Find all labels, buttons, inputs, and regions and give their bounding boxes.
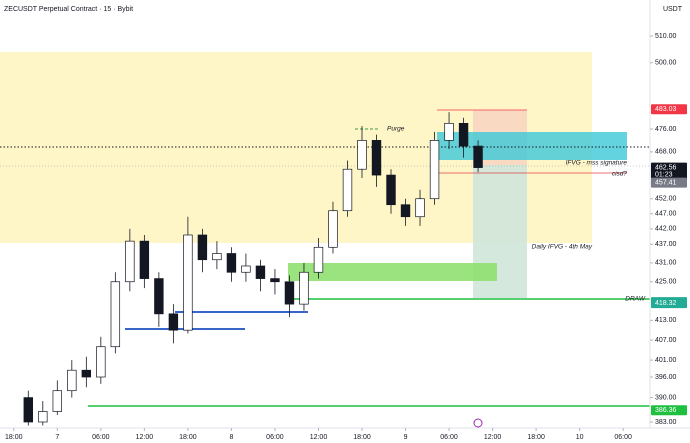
- price-label-bg: [651, 177, 687, 188]
- y-tick-label: 431.00: [655, 260, 677, 267]
- annotation: cisd?: [612, 171, 628, 178]
- price-label-bg: [651, 405, 687, 416]
- candle-body: [458, 122, 469, 147]
- x-tick-label: 06:00: [440, 434, 458, 441]
- event-icon[interactable]: [473, 418, 483, 428]
- drawings: [0, 52, 650, 407]
- y-tick-label: 407.00: [655, 337, 677, 344]
- y-tick-label: 425.00: [655, 279, 677, 286]
- candle-body: [342, 168, 353, 212]
- candle-body: [183, 234, 193, 331]
- currency: USDT: [663, 6, 683, 13]
- y-tick-label: 442.00: [655, 226, 677, 233]
- candle-body: [255, 265, 266, 279]
- candle-body: [313, 246, 324, 273]
- y-tick-label: 452.00: [655, 196, 677, 203]
- candles: [23, 112, 483, 426]
- candle-body: [270, 278, 280, 283]
- x-tick-label: 8: [229, 434, 233, 441]
- candle-body: [52, 390, 63, 412]
- y-tick-label: 476.00: [655, 126, 677, 133]
- x-tick-label: 12:00: [136, 434, 154, 441]
- candle-body: [110, 281, 121, 348]
- annotation: Purge: [387, 126, 405, 133]
- price-label: 462.56: [655, 164, 677, 171]
- chart-title: ZECUSDT Perpetual Contract · 15 · Bybit: [4, 6, 133, 13]
- candle-body: [415, 198, 425, 218]
- candle-body: [154, 278, 164, 315]
- y-tick-label: 447.00: [655, 211, 677, 218]
- y-tick-label: 437.00: [655, 241, 677, 248]
- x-tick-label: 06:00: [266, 434, 284, 441]
- candle-body: [125, 240, 135, 283]
- y-tick-label: 510.00: [655, 33, 677, 40]
- price-label-bg: [651, 162, 687, 180]
- x-tick-label: 12:00: [484, 434, 502, 441]
- annotation: DRAW: [625, 296, 646, 303]
- y-tick-label: 383.00: [655, 419, 677, 426]
- candle-body: [241, 265, 251, 273]
- candle-body: [212, 253, 222, 261]
- candle-body: [23, 397, 33, 423]
- candle-body: [226, 253, 237, 273]
- x-tick-label: 18:00: [353, 434, 371, 441]
- price-label: 483.03: [655, 106, 677, 113]
- y-tick-label: 500.00: [655, 60, 677, 67]
- x-tick-label: 06:00: [92, 434, 110, 441]
- candle-body: [400, 204, 411, 218]
- candle-body: [139, 240, 150, 279]
- x-tick-label: 9: [404, 434, 408, 441]
- x-tick-label: 18:00: [179, 434, 197, 441]
- price-label: 457.41: [655, 180, 677, 187]
- candle-body: [328, 210, 338, 248]
- y-tick-label: 401.00: [655, 357, 677, 364]
- candle-body: [284, 281, 295, 305]
- candle-body: [38, 411, 48, 423]
- x-tick-label: 18:00: [527, 434, 545, 441]
- y-tick-label: 413.00: [655, 317, 677, 324]
- price-label-bg: [651, 298, 687, 309]
- candle-body: [197, 234, 208, 261]
- candle-body: [386, 174, 396, 206]
- annotation: Daily IFVG - 4th May: [532, 244, 593, 251]
- price-label-bg: [651, 104, 687, 115]
- y-tick-label: 468.00: [655, 149, 677, 156]
- price-label: 418.32: [655, 300, 677, 307]
- x-tick-label: 7: [55, 434, 59, 441]
- candle-body: [299, 271, 309, 305]
- candle-body: [168, 313, 179, 331]
- candle-body: [429, 140, 440, 200]
- y-tick-label: 396.00: [655, 374, 677, 381]
- ifvg-box: [437, 132, 627, 160]
- fvg-box: [288, 263, 497, 281]
- annotation: IFVG - mss signature: [566, 160, 628, 167]
- countdown: 01:23: [655, 171, 673, 178]
- x-tick-label: 10: [576, 434, 584, 441]
- y-tick-label: 390.00: [655, 394, 677, 401]
- candle-body: [96, 346, 106, 378]
- candle-body: [357, 140, 367, 170]
- candle-body: [444, 122, 454, 141]
- candle-body: [371, 140, 382, 176]
- price-label: 386.36: [655, 407, 677, 414]
- candle-body: [67, 369, 77, 392]
- candle-body: [81, 369, 92, 378]
- x-tick-label: 18:00: [5, 434, 23, 441]
- candle-body: [473, 145, 483, 168]
- x-tick-label: 06:00: [614, 434, 632, 441]
- x-tick-label: 12:00: [310, 434, 328, 441]
